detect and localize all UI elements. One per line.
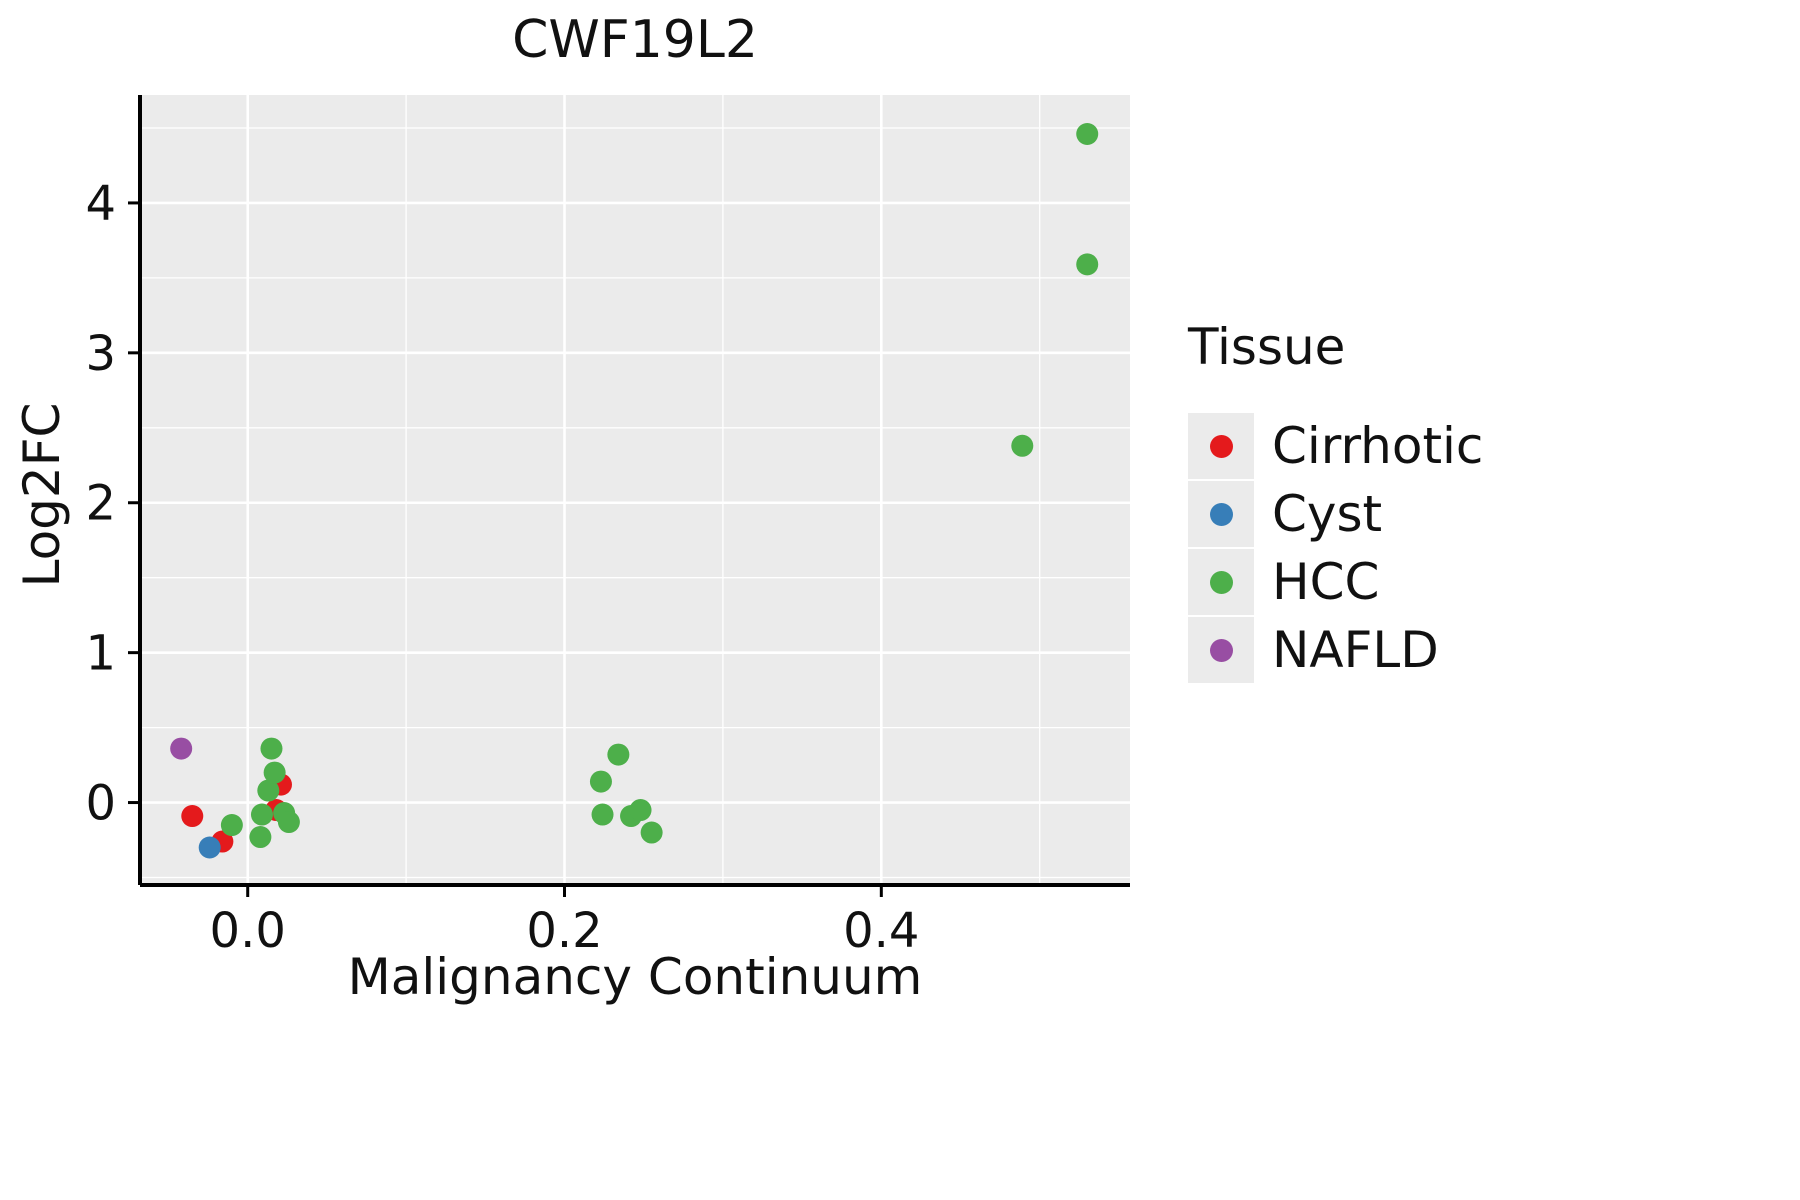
data-point-hcc: [263, 761, 286, 784]
data-point-hcc: [591, 803, 614, 826]
data-point-hcc: [220, 814, 243, 837]
data-point-hcc: [1011, 434, 1034, 457]
legend-title: Tissue: [1188, 318, 1346, 376]
data-point-cirrhotic: [181, 805, 204, 828]
data-point-hcc: [1076, 253, 1099, 276]
x-axis-label: Malignancy Continuum: [347, 948, 923, 1006]
y-tick-label: 1: [85, 626, 116, 682]
y-tick-label: 3: [85, 326, 116, 382]
data-point-hcc: [260, 737, 283, 760]
legend-key: [1188, 617, 1254, 683]
legend-label: Cyst: [1272, 485, 1383, 543]
y-tick-label: 4: [85, 176, 116, 232]
legend-item-cirrhotic: Cirrhotic: [1188, 412, 1483, 480]
data-point-hcc: [1076, 122, 1099, 145]
y-tick-label: 0: [85, 776, 116, 832]
data-point-hcc: [629, 799, 652, 822]
cirrhotic-dot-icon: [1209, 434, 1233, 458]
legend-key: [1188, 481, 1254, 547]
data-point-cyst: [198, 836, 221, 859]
y-tick-label: 2: [85, 476, 116, 532]
data-point-hcc: [250, 803, 273, 826]
x-tick-label: 0.0: [210, 903, 286, 959]
hcc-dot-icon: [1209, 570, 1233, 594]
data-point-hcc: [589, 770, 612, 793]
data-point-hcc: [257, 779, 280, 802]
legend-item-nafld: NAFLD: [1188, 616, 1483, 684]
nafld-dot-icon: [1209, 638, 1233, 662]
x-tick-label: 0.2: [526, 903, 602, 959]
y-axis-label: Log2FC: [13, 402, 71, 588]
legend-label: Cirrhotic: [1272, 417, 1484, 475]
data-point-hcc: [277, 811, 300, 834]
x-tick-label: 0.4: [843, 903, 919, 959]
data-point-nafld: [170, 737, 193, 760]
cyst-dot-icon: [1209, 502, 1233, 526]
legend: Tissue Cirrhotic Cyst HCC NAFLD: [1188, 318, 1483, 684]
legend-item-cyst: Cyst: [1188, 480, 1483, 548]
data-point-hcc: [249, 826, 272, 849]
legend-item-hcc: HCC: [1188, 548, 1483, 616]
plot-panel: [140, 95, 1130, 885]
legend-key: [1188, 413, 1254, 479]
data-point-hcc: [607, 743, 630, 766]
legend-key: [1188, 549, 1254, 615]
legend-label: HCC: [1272, 553, 1380, 611]
legend-label: NAFLD: [1272, 621, 1439, 679]
data-point-hcc: [640, 821, 663, 844]
chart-title: CWF19L2: [512, 10, 758, 70]
